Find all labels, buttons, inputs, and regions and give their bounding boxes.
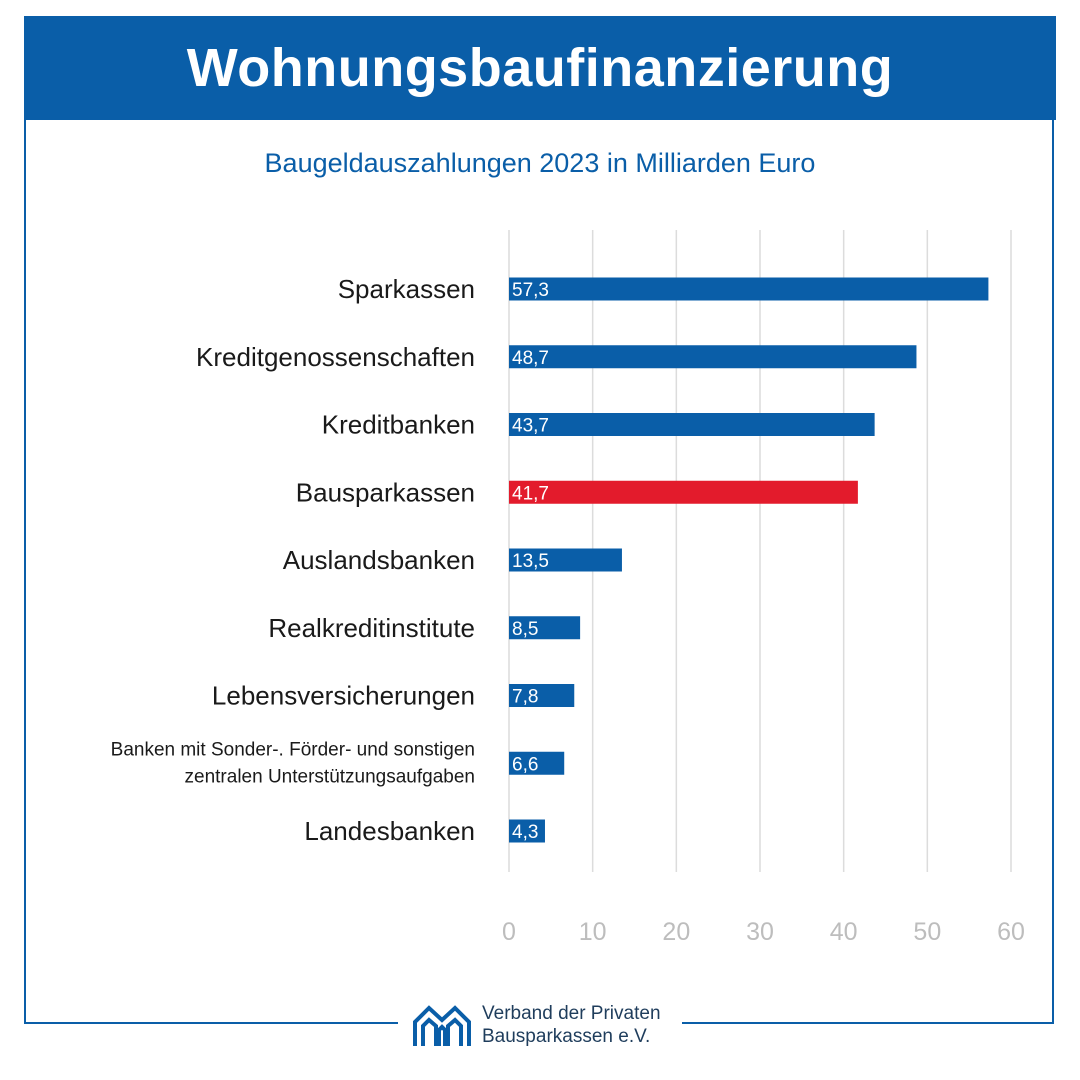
category-label: Banken mit Sonder-. Förder- und sonstige… [111,739,475,760]
x-tick-label: 40 [830,918,858,946]
category-label: Landesbanken [304,816,475,846]
data-label: 41,7 [512,483,549,504]
x-tick-label: 20 [662,918,690,946]
category-label: zentralen Unterstützungsaufgaben [185,766,475,787]
x-tick-label: 50 [913,918,941,946]
data-label: 7,8 [512,687,538,708]
bar [509,277,989,301]
category-label: Sparkassen [338,274,475,304]
chart-subtitle: Baugeldauszahlungen 2023 in Milliarden E… [264,148,816,178]
x-tick-label: 30 [746,918,774,946]
category-label: Kreditbanken [322,410,475,440]
header-banner: Wohnungsbaufinanzierung [24,16,1056,120]
bar [509,548,622,572]
data-label: 13,5 [512,551,549,572]
logo-line-2: Bausparkassen e.V. [482,1026,651,1047]
page-title: Wohnungsbaufinanzierung [186,38,894,98]
bar [509,751,565,775]
x-tick-label: 0 [502,918,516,946]
x-tick-label: 60 [997,918,1025,946]
bar [509,616,581,640]
category-label: Auslandsbanken [283,545,475,575]
category-label: Bausparkassen [296,477,475,507]
bar [509,684,575,707]
category-label: Kreditgenossenschaften [196,342,475,372]
data-label: 43,7 [512,416,549,437]
data-label: 4,3 [512,822,538,843]
data-label: 57,3 [512,280,549,301]
category-label: Realkreditinstitute [268,613,475,643]
logo-line-1: Verband der Privaten [482,1003,661,1024]
logo: Verband der Privaten Bausparkassen e.V. [398,994,682,1056]
bar [509,819,545,843]
bar [509,413,875,436]
data-label: 48,7 [512,348,549,369]
data-label: 8,5 [512,619,538,640]
bar-chart: 0 10 20 30 40 50 60 57,3 Sparkassen 48,7 Kreditgen… [111,230,1025,946]
x-tick-label: 10 [579,918,607,946]
bar [509,345,917,369]
bar [509,480,858,504]
category-label: Lebensversicherungen [212,681,475,711]
house-logo-icon [413,1005,471,1046]
data-label: 6,6 [512,754,538,775]
